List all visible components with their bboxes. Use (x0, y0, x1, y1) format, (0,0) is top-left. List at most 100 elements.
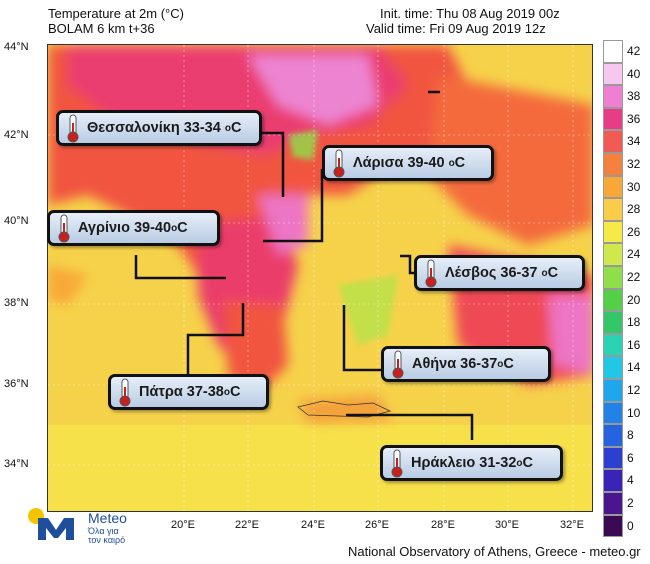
colorbar-label-38: 38 (627, 89, 641, 104)
lon-label-20: 20°E (171, 519, 195, 531)
colorbar-label-6: 6 (627, 450, 634, 465)
colorbar-swatch-10 (603, 401, 623, 425)
callout-athina-text: Αθήνα 36-37 (412, 356, 498, 372)
colorbar-swatch-2 (603, 492, 623, 515)
thermometer-icon (67, 114, 79, 143)
map-title-line1: Temperature at 2m (°C) (48, 6, 184, 21)
degree-mark: o (497, 358, 504, 370)
colorbar-swatch-0 (603, 514, 623, 538)
unit: C (229, 384, 241, 400)
colorbar-swatch-14 (603, 356, 623, 379)
colorbar-swatch-30 (603, 175, 623, 199)
temperature-field (48, 45, 592, 511)
colorbar-swatch-20 (603, 288, 623, 312)
degree-mark: o (171, 222, 178, 234)
temperature-map (47, 44, 593, 512)
lat-label-38: 38°N (4, 297, 29, 309)
thermometer-icon (391, 449, 403, 478)
colorbar-swatch-8 (603, 424, 623, 447)
unit: C (230, 120, 242, 136)
meteo-logo-mark (28, 508, 74, 540)
unit: C (177, 220, 188, 236)
colorbar-label-2: 2 (627, 496, 634, 510)
lon-label-22: 22°E (235, 519, 259, 531)
callout-irakleio: Ηράκλειο 31-32 o C (380, 445, 563, 481)
unit: C (503, 356, 514, 372)
colorbar-swatch-24 (603, 243, 623, 266)
degree-mark: o (224, 122, 231, 134)
callout-agrinio: Αγρίνιο 39-40 o C (47, 210, 220, 246)
colorbar-swatch-28 (603, 198, 623, 221)
thermometer-icon (58, 214, 70, 243)
thermometer-icon (333, 149, 345, 178)
callout-thessaloniki-text: Θεσσαλονίκη 33-34 (87, 120, 221, 136)
logo-brand: Meteo (88, 510, 127, 526)
lon-label-26: 26°E (365, 519, 389, 531)
colorbar-label-26: 26 (627, 224, 641, 239)
colorbar-label-24: 24 (627, 247, 641, 262)
colorbar-label-8: 8 (627, 428, 634, 443)
callout-larisa-text: Λάρισα 39-40 (353, 155, 445, 171)
colorbar-swatch-26 (603, 220, 623, 244)
colorbar-swatch-6 (603, 446, 623, 470)
map-title-line2: BOLAM 6 km t+36 (48, 21, 155, 36)
degree-mark: o (223, 386, 230, 398)
colorbar-label-14: 14 (627, 360, 641, 375)
colorbar-label-40: 40 (627, 66, 641, 81)
lat-label-40: 40°N (4, 215, 29, 227)
callout-agrinio-text: Αγρίνιο 39-40 (78, 220, 172, 236)
lat-label-42: 42°N (4, 129, 29, 141)
aegean-cool-zone (288, 130, 398, 345)
colorbar-label-42: 42 (627, 44, 641, 58)
colorbar-swatch-38 (603, 85, 623, 108)
colorbar-label-4: 4 (627, 473, 634, 488)
degree-mark: o (516, 457, 523, 469)
colorbar-swatch-32 (603, 153, 623, 176)
lon-label-24: 24°E (301, 519, 325, 531)
colorbar-label-32: 32 (627, 157, 641, 171)
unit: C (522, 455, 533, 471)
callout-patra: Πάτρα 37-38 o C (108, 374, 269, 410)
lat-label-44: 44°N (4, 41, 29, 53)
logo-tagline-line2: τον καιρό (88, 535, 126, 545)
callout-athina: Αθήνα 36-37 o C (381, 346, 551, 382)
colorbar-label-16: 16 (627, 337, 641, 352)
colorbar-swatch-42 (603, 40, 623, 63)
colorbar-swatch-12 (603, 379, 623, 402)
lon-label-28: 28°E (431, 519, 455, 531)
colorbar-label-22: 22 (627, 270, 641, 284)
thermometer-icon (119, 378, 131, 407)
lat-label-36: 36°N (4, 378, 29, 390)
lon-label-30: 30°E (495, 519, 519, 531)
colorbar-label-30: 30 (627, 179, 641, 194)
colorbar-label-18: 18 (627, 315, 641, 330)
colorbar-swatch-36 (603, 107, 623, 131)
callout-patra-text: Πάτρα 37-38 (139, 384, 224, 400)
meteo-logo (26, 506, 86, 544)
degree-mark: o (448, 157, 455, 169)
callout-irakleio-text: Ηράκλειο 31-32 (411, 455, 517, 471)
colorbar-label-34: 34 (627, 134, 641, 149)
unit: C (454, 155, 466, 171)
colorbar-label-20: 20 (627, 292, 641, 307)
valid-time: Valid time: Fri 09 Aug 2019 12z (366, 21, 546, 36)
lat-label-34: 34°N (4, 458, 29, 470)
colorbar-label-10: 10 (627, 405, 641, 420)
thermometer-icon (425, 259, 437, 288)
footer-credit: National Observatory of Athens, Greece -… (348, 544, 641, 559)
colorbar-swatch-40 (603, 62, 623, 86)
colorbar-swatch-34 (603, 130, 623, 153)
colorbar-swatch-22 (603, 266, 623, 289)
thermometer-icon (392, 350, 404, 379)
colorbar-label-36: 36 (627, 111, 641, 126)
init-time: Init. time: Thu 08 Aug 2019 00z (380, 6, 560, 21)
colorbar-label-0: 0 (627, 518, 634, 533)
lon-label-32: 32°E (560, 519, 584, 531)
colorbar-label-12: 12 (627, 383, 641, 397)
logo-tagline-line1: Όλα για (88, 526, 119, 536)
colorbar-swatch-18 (603, 311, 623, 334)
colorbar-swatch-4 (603, 469, 623, 492)
